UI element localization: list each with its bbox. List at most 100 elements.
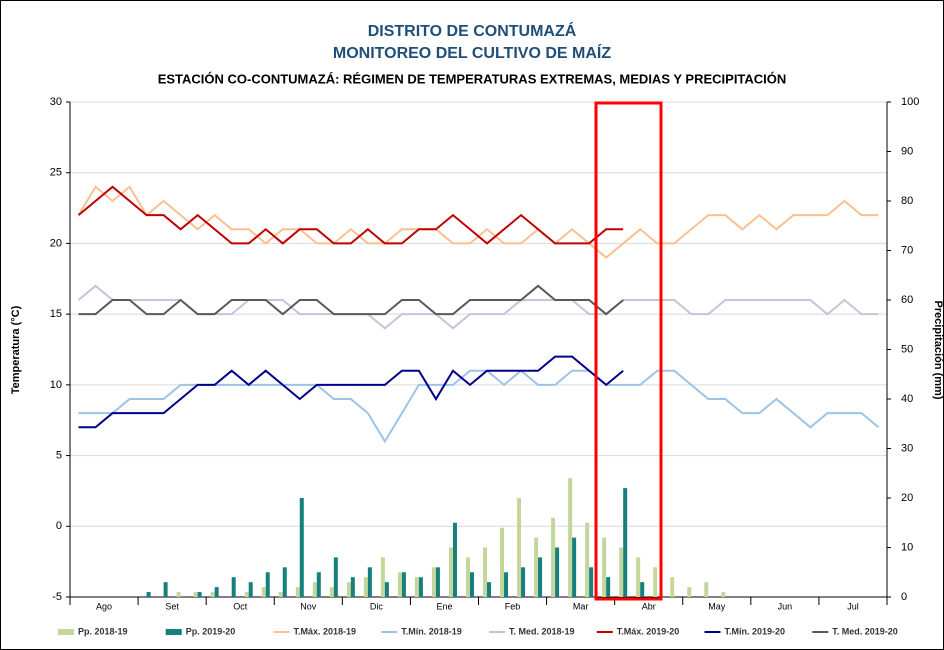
precip-bar xyxy=(452,522,457,597)
precip-bar xyxy=(384,582,389,597)
y-tick-label: 25 xyxy=(50,167,62,179)
precip-bar xyxy=(265,572,270,597)
chart-title: DISTRITO DE CONTUMAZÁ xyxy=(368,21,577,40)
precip-bar xyxy=(636,557,641,597)
precip-bar xyxy=(687,587,692,597)
x-tick-label: Set xyxy=(165,601,179,611)
precip-bar xyxy=(380,557,385,597)
precip-bar xyxy=(312,582,317,597)
x-tick-label: Mar xyxy=(573,601,589,611)
temp-line xyxy=(77,185,624,245)
y-tick-label: 5 xyxy=(56,449,62,461)
legend-label: Pp. 2019-20 xyxy=(186,626,236,636)
precip-bar xyxy=(568,478,573,597)
precip-bar xyxy=(670,577,675,597)
y2-tick-label: 100 xyxy=(901,96,919,108)
x-tick-label: Ago xyxy=(96,601,112,611)
precip-bar xyxy=(418,577,423,597)
precip-bar xyxy=(282,567,287,597)
precip-bar xyxy=(704,582,709,597)
y2-tick-label: 0 xyxy=(901,591,907,603)
precip-bar xyxy=(295,587,300,597)
y2-axis-label: Precipitación (mm) xyxy=(932,300,944,399)
precip-bar xyxy=(278,592,283,597)
precip-bar xyxy=(487,582,492,597)
precip-bar xyxy=(585,522,590,597)
legend-swatch xyxy=(58,629,74,635)
precip-bar xyxy=(602,537,607,597)
precip-bar xyxy=(483,547,488,597)
x-tick-label: Dic xyxy=(370,601,383,611)
precip-bar xyxy=(414,577,419,597)
legend-label: T.Mín. 2019-20 xyxy=(725,626,786,636)
precip-bar xyxy=(363,577,368,597)
precip-bar xyxy=(469,572,474,597)
x-tick-label: Jun xyxy=(778,601,793,611)
legend-label: T. Med. 2019-20 xyxy=(832,626,898,636)
precip-bar xyxy=(500,527,505,597)
precip-bar xyxy=(572,537,577,597)
precip-bar xyxy=(333,557,338,597)
precip-bar xyxy=(176,592,181,597)
y2-tick-label: 80 xyxy=(901,195,913,207)
highlight-box xyxy=(594,101,663,601)
precip-bar xyxy=(350,577,355,597)
y2-tick-label: 30 xyxy=(901,442,913,454)
precip-bar xyxy=(465,557,470,597)
legend-label: T.Máx. 2018-19 xyxy=(294,626,357,636)
legend-label: Pp. 2018-19 xyxy=(78,626,128,636)
y2-tick-label: 60 xyxy=(901,294,913,306)
precip-bar xyxy=(261,587,266,597)
temp-line xyxy=(78,355,624,429)
precip-bar xyxy=(329,587,334,597)
y-tick-label: 15 xyxy=(50,308,62,320)
precip-bar xyxy=(619,547,624,597)
precip-bar xyxy=(248,582,253,597)
x-tick-label: Oct xyxy=(233,601,248,611)
precip-bar xyxy=(346,582,351,597)
x-tick-label: Feb xyxy=(505,601,521,611)
precip-bar xyxy=(163,582,168,597)
x-tick-label: Jul xyxy=(847,601,859,611)
legend-label: T. Med. 2018-19 xyxy=(509,626,575,636)
y2-tick-label: 40 xyxy=(901,393,913,405)
precip-bar xyxy=(448,547,453,597)
legend-label: T.Mín. 2018-19 xyxy=(401,626,462,636)
y2-tick-label: 70 xyxy=(901,244,913,256)
precip-bar xyxy=(721,592,726,597)
precip-bar xyxy=(214,587,219,597)
precip-bar xyxy=(299,498,304,597)
precip-bar xyxy=(504,572,509,597)
precip-bar xyxy=(551,517,556,597)
x-tick-label: Ene xyxy=(436,601,452,611)
chart-heading: ESTACIÓN CO-CONTUMAZÁ: RÉGIMEN DE TEMPER… xyxy=(158,71,787,86)
y-tick-label: 20 xyxy=(50,237,62,249)
y-tick-label: 0 xyxy=(56,520,62,532)
y2-tick-label: 50 xyxy=(901,343,913,355)
y-tick-label: -5 xyxy=(52,591,62,603)
y2-tick-label: 20 xyxy=(901,492,913,504)
y-axis-label: Temperatura (°C) xyxy=(10,305,22,394)
x-tick-label: May xyxy=(708,601,726,611)
precip-bar xyxy=(397,572,402,597)
precip-bar xyxy=(640,582,645,597)
precip-bar xyxy=(210,592,215,597)
chart-subtitle: MONITOREO DEL CULTIVO DE MAÍZ xyxy=(333,43,611,62)
precip-bar xyxy=(231,577,236,597)
y-tick-label: 30 xyxy=(50,96,62,108)
precip-bar xyxy=(244,592,249,597)
precip-bar xyxy=(316,572,321,597)
precip-bar xyxy=(517,498,522,597)
precip-bar xyxy=(623,488,628,597)
precip-bar xyxy=(653,567,658,597)
x-tick-label: Nov xyxy=(300,601,317,611)
precip-bar xyxy=(555,547,560,597)
precip-bar xyxy=(197,592,202,597)
temp-line xyxy=(78,284,624,316)
y-tick-label: 10 xyxy=(50,379,62,391)
precip-bar xyxy=(521,567,526,597)
precip-bar xyxy=(193,592,198,597)
y2-tick-label: 10 xyxy=(901,541,913,553)
precip-bar xyxy=(534,537,539,597)
